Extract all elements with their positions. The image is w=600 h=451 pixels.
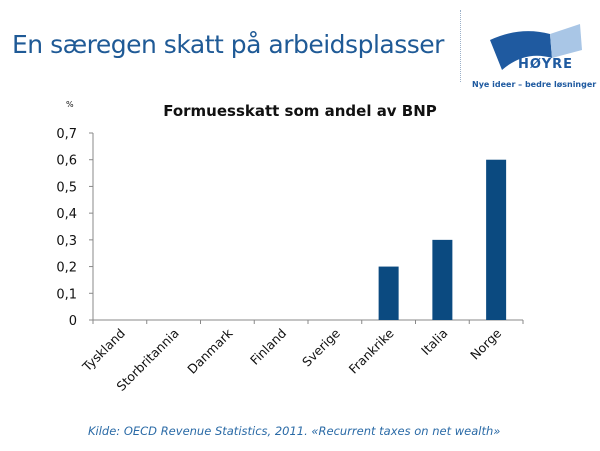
y-tick-label: 0,6	[56, 154, 77, 169]
x-tick-label: Sverige	[299, 325, 343, 369]
x-tick-label: Norge	[467, 325, 504, 362]
slide-title: En særegen skatt på arbeidsplasser	[12, 30, 444, 59]
bar-italia	[432, 239, 453, 320]
x-tick-label: Danmark	[184, 325, 236, 377]
x-tick-label: Finland	[247, 326, 289, 368]
logo-name: HØYRE	[518, 57, 574, 72]
y-tick-label: 0	[69, 314, 77, 329]
divider	[460, 10, 461, 82]
logo-slogan: Nye ideer – bedre løsninger	[472, 80, 597, 89]
x-tick-label: Frankrike	[346, 325, 397, 376]
y-tick-label: 0,7	[56, 127, 77, 142]
x-tick-label: Italia	[418, 326, 450, 358]
source-note: Kilde: OECD Revenue Statistics, 2011. «R…	[88, 424, 501, 438]
y-tick-label: 0,3	[56, 234, 77, 249]
y-tick-label: 0,5	[56, 180, 77, 195]
hoyre-logo-icon	[490, 24, 582, 70]
bar-norge	[486, 159, 507, 320]
bar-frankrike	[378, 266, 399, 320]
y-tick-label: 0,4	[56, 207, 77, 222]
x-tick-label: Tyskland	[79, 326, 128, 375]
chart-title: Formuesskatt som andel av BNP	[163, 102, 437, 120]
y-tick-label: 0,2	[56, 261, 77, 276]
y-tick-label: 0,1	[56, 287, 77, 302]
y-axis-label: %	[66, 100, 74, 109]
